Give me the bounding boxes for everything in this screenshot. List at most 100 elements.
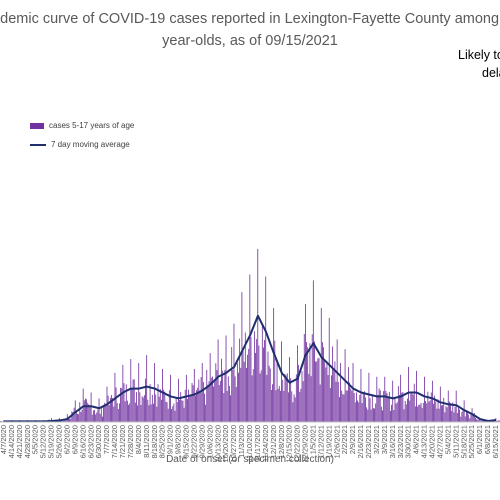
case-bar [109, 397, 111, 422]
x-tick-label: 4/21/2020 [15, 425, 24, 458]
case-bar [357, 400, 358, 422]
case-bar [374, 408, 375, 422]
x-tick-label: 4/7/2020 [0, 425, 8, 454]
case-bar [199, 390, 201, 422]
x-tick-label: 7/7/2020 [102, 425, 111, 454]
case-bar [126, 400, 128, 422]
case-bar [151, 394, 153, 422]
case-bar [405, 404, 407, 422]
x-tick-label: 1/5/2021 [308, 425, 317, 454]
x-tick-label: 8/11/2020 [142, 425, 151, 458]
case-bar [80, 411, 82, 422]
case-bar [299, 391, 301, 422]
x-tick-label: 12/29/2020 [301, 425, 310, 463]
case-bar [400, 374, 402, 422]
case-bar [146, 355, 148, 422]
case-bar [92, 410, 94, 422]
case-bar [460, 416, 462, 422]
x-tick-label: 9/8/2020 [174, 425, 183, 454]
case-bar [107, 395, 109, 422]
case-bar [102, 416, 103, 422]
case-bar [315, 361, 317, 422]
case-bar [382, 410, 383, 422]
case-bar [187, 399, 188, 422]
case-bar [332, 346, 334, 422]
x-tick-label: 3/30/2021 [404, 425, 413, 458]
case-bar [166, 402, 168, 422]
case-bar [70, 418, 72, 422]
x-tick-label: 2/23/2021 [364, 425, 373, 458]
legend-item-moving-average: 7 day moving average [30, 135, 134, 154]
x-tick-label: 6/23/2020 [86, 425, 95, 458]
x-tick-label: 12/15/2020 [285, 425, 294, 463]
case-bar [451, 410, 453, 422]
x-tick-label: 6/15/2021 [491, 425, 500, 458]
case-bar [195, 395, 196, 422]
case-bar [336, 339, 338, 422]
case-bar [119, 403, 120, 422]
case-bar [205, 404, 207, 422]
x-tick-label: 11/24/2020 [261, 425, 270, 462]
case-bar [445, 406, 447, 422]
case-bar [329, 387, 331, 422]
case-bar [480, 420, 482, 422]
x-tick-label: 5/12/2020 [39, 425, 48, 458]
case-bar [129, 403, 131, 422]
case-bar [231, 347, 233, 422]
case-bar [496, 420, 498, 422]
case-bar [350, 388, 352, 422]
case-bar [295, 374, 297, 422]
case-bar [281, 341, 282, 422]
case-bar [326, 363, 328, 422]
case-bar [179, 399, 180, 422]
x-tick-label: 9/15/2020 [182, 425, 191, 458]
case-bar [307, 347, 309, 422]
x-tick-label: 11/10/2020 [245, 425, 254, 462]
case-bar [226, 391, 228, 422]
case-bar [83, 400, 85, 422]
x-axis-title: Date of onset (or specimen collection) [166, 454, 334, 465]
case-bar [77, 413, 78, 422]
case-bar [157, 384, 159, 422]
case-bar [331, 375, 332, 422]
x-tick-label: 6/9/2020 [70, 425, 79, 454]
case-bar [470, 412, 472, 422]
case-bar [116, 403, 118, 422]
case-bar [265, 276, 267, 422]
case-bar [385, 390, 387, 422]
case-bar [450, 402, 451, 422]
x-tick-label: 6/2/2020 [62, 425, 71, 454]
case-bar [433, 403, 434, 422]
case-bar [402, 392, 404, 422]
case-bar [383, 391, 385, 422]
case-bar [300, 388, 302, 422]
case-bar [154, 363, 156, 422]
case-bar [258, 345, 260, 422]
case-bar [96, 412, 98, 422]
case-bar [192, 385, 194, 422]
case-bar [419, 404, 421, 422]
case-bar [360, 368, 362, 422]
case-bar [219, 380, 221, 422]
case-bar [130, 359, 132, 422]
x-tick-label: 12/8/2020 [277, 425, 286, 458]
case-bar [180, 392, 182, 422]
legend-label-moving-average: 7 day moving average [51, 140, 130, 149]
case-bar [252, 369, 254, 422]
x-tick-label: 3/9/2021 [380, 425, 389, 454]
x-tick-label: 4/6/2021 [412, 425, 421, 454]
x-tick-label: 1/19/2021 [324, 425, 333, 458]
case-bar [361, 403, 363, 422]
case-bar [233, 323, 235, 422]
case-bar [447, 390, 449, 422]
case-bar [213, 386, 214, 422]
case-bar [318, 357, 320, 422]
case-bar [140, 405, 142, 422]
case-bar [365, 397, 366, 422]
case-bar [430, 392, 432, 422]
case-bar [133, 379, 135, 422]
case-bar [345, 390, 347, 422]
case-bar [461, 411, 463, 422]
case-bar [183, 407, 185, 422]
